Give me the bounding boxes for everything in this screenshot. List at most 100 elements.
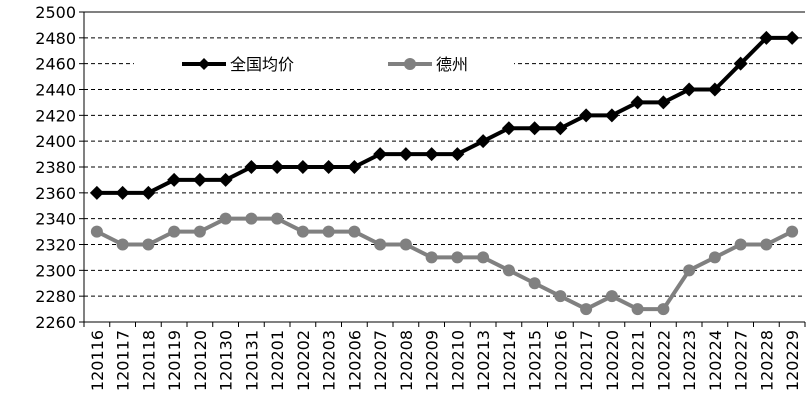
data-point	[270, 160, 285, 174]
x-tick-label: 120216	[551, 330, 570, 391]
x-tick-label: 120214	[500, 330, 519, 391]
x-tick-label: 120222	[654, 330, 673, 391]
data-point	[785, 30, 800, 45]
x-tick-label: 120210	[448, 330, 467, 391]
series-line	[95, 216, 794, 312]
data-point	[424, 147, 439, 162]
data-point	[476, 134, 491, 149]
x-tick-label: 120208	[397, 330, 416, 391]
legend-label: 全国均价	[230, 55, 294, 74]
y-tick-label: 2260	[35, 313, 76, 332]
x-tick-label: 120221	[629, 330, 648, 391]
data-point	[219, 212, 232, 225]
data-point	[656, 95, 671, 110]
x-tick-label: 120118	[139, 330, 158, 391]
data-point	[167, 172, 182, 187]
x-tick-label: 120213	[474, 330, 493, 391]
x-tick-label: 120131	[242, 330, 261, 391]
x-tick-label: 120227	[732, 330, 751, 391]
data-point	[425, 251, 438, 264]
x-tick-label: 120215	[526, 330, 545, 391]
x-tick-label: 120209	[423, 330, 442, 391]
series-1	[89, 30, 800, 200]
data-point	[580, 303, 593, 316]
data-point	[631, 303, 644, 316]
x-tick-label: 120217	[577, 330, 596, 391]
y-tick-label: 2480	[35, 29, 76, 48]
data-point	[657, 303, 670, 316]
legend-label: 德州	[436, 55, 468, 74]
x-tick-label: 120228	[757, 330, 776, 391]
data-point	[322, 225, 335, 238]
data-point	[89, 185, 104, 200]
axes: 2260 2280 2300 2320 2340 2360 2380 2400 2420 2440…	[35, 3, 806, 391]
data-point	[193, 225, 206, 238]
data-point	[398, 147, 413, 162]
data-point	[760, 238, 773, 251]
y-tick-label: 2300	[35, 261, 76, 280]
data-point	[630, 95, 645, 110]
data-point	[141, 185, 156, 200]
data-point	[528, 277, 541, 290]
series-line	[96, 35, 793, 195]
data-point	[296, 225, 309, 238]
data-point	[502, 264, 515, 277]
data-point	[142, 238, 155, 251]
x-tick-label: 120224	[706, 330, 725, 391]
y-tick-label: 2400	[35, 132, 76, 151]
data-point	[115, 185, 130, 200]
legend-item-2: 德州	[388, 55, 468, 74]
x-tick-label: 120130	[217, 330, 236, 391]
legend-marker	[404, 58, 416, 70]
data-point	[604, 108, 619, 123]
data-point	[477, 251, 490, 264]
y-tick-label: 2360	[35, 184, 76, 203]
data-point	[683, 264, 696, 277]
data-point	[450, 147, 465, 162]
data-point	[554, 290, 567, 303]
data-point	[192, 172, 207, 187]
x-tick-label: 120116	[88, 330, 107, 391]
data-point	[347, 160, 362, 174]
data-point	[733, 56, 748, 71]
legend: 全国均价 德州	[134, 46, 514, 82]
series-group	[89, 30, 800, 316]
x-tick-label: 120207	[371, 330, 390, 391]
data-point	[707, 82, 722, 97]
data-point	[501, 121, 516, 136]
data-point	[218, 172, 233, 187]
data-point	[708, 251, 721, 264]
y-tick-label: 2340	[35, 210, 76, 229]
data-point	[116, 238, 129, 251]
data-point	[451, 251, 464, 264]
y-tick-label: 2500	[35, 3, 76, 22]
data-point	[374, 238, 387, 251]
data-point	[553, 121, 568, 136]
x-tick-label: 120119	[165, 330, 184, 391]
y-tick-label: 2320	[35, 236, 76, 255]
x-tick-label: 120220	[603, 330, 622, 391]
data-point	[682, 82, 697, 97]
data-point	[373, 147, 388, 162]
y-tick-label: 2420	[35, 106, 76, 125]
data-point	[527, 121, 542, 136]
x-tick-label: 120229	[783, 330, 802, 391]
x-tick-label: 120202	[294, 330, 313, 391]
x-tick-label: 120120	[191, 330, 210, 391]
data-point	[244, 160, 259, 174]
data-point	[90, 225, 103, 238]
data-point	[759, 30, 774, 45]
y-tick-label: 2460	[35, 55, 76, 74]
y-tick-label: 2440	[35, 81, 76, 100]
data-point	[245, 212, 258, 225]
x-tick-label: 120201	[268, 330, 287, 391]
data-point	[271, 212, 284, 225]
data-point	[579, 108, 594, 123]
data-point	[295, 160, 310, 174]
data-point	[605, 290, 618, 303]
x-tick-label: 120206	[345, 330, 364, 391]
legend-item-1: 全国均价	[182, 55, 294, 74]
data-point	[786, 225, 799, 238]
x-tick-label: 120203	[320, 330, 339, 391]
